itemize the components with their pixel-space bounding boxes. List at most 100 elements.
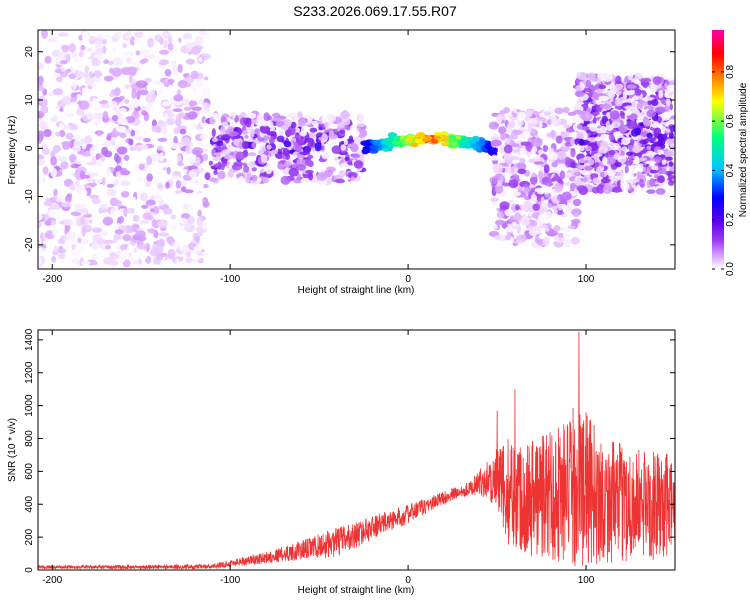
heatmap-cell [165,259,173,266]
heatmap-cell [363,142,372,147]
heatmap-cell [80,44,86,51]
heatmap-cell [82,214,93,218]
heatmap-cell [242,130,249,135]
heatmap-cell [59,129,66,138]
x-tick-label: -100 [220,274,240,285]
heatmap-cell [321,114,327,124]
heatmap-cell [540,196,545,205]
heatmap-cell [627,144,633,151]
heatmap-cell [75,71,86,78]
heatmap-cell [146,173,153,182]
heatmap-cell [68,124,79,131]
heatmap-cell [150,208,155,213]
heatmap-cell [595,88,604,94]
heatmap-cell [542,144,549,152]
heatmap-cell [108,61,114,66]
heatmap-cell [212,112,219,121]
heatmap-cell [84,46,90,51]
heatmap-cell [648,178,656,187]
heatmap-cell [57,156,68,163]
heatmap-cell [405,137,414,143]
heatmap-cell [59,122,64,130]
heatmap-cell [492,163,499,174]
heatmap-cell [81,33,90,41]
heatmap-cell [180,180,188,188]
heatmap-cell [498,126,507,135]
heatmap-cell [496,211,505,219]
heatmap-cell [214,152,222,156]
heatmap-cell [263,125,271,132]
heatmap-cell [653,127,662,135]
heatmap-cell [627,73,633,81]
heatmap-cell [636,184,641,194]
heatmap-cell [92,144,97,151]
heatmap-cell [182,98,190,107]
heatmap-cell [512,221,517,226]
y-tick-label: 0 [24,145,35,151]
heatmap-cell [524,186,532,193]
heatmap-cell [212,156,219,161]
heatmap-cell [134,136,144,140]
heatmap-cell [169,142,180,149]
y-tick-label: 1400 [24,328,35,351]
heatmap-cell [139,220,150,225]
heatmap-cell [103,257,114,264]
heatmap-cell [63,218,73,226]
heatmap-cell [38,51,44,57]
heatmap-cell [110,208,115,217]
heatmap-cell [354,130,360,137]
heatmap-cell [398,142,405,148]
heatmap-cell [211,148,216,157]
heatmap-cell [171,59,177,69]
heatmap-cell [649,169,658,174]
heatmap-cell [158,59,170,66]
heatmap-cell [308,172,314,181]
heatmap-cell [240,112,246,118]
heatmap-cell [138,163,145,171]
heatmap-cell [106,183,115,188]
heatmap-cell [141,204,149,209]
heatmap-cell [555,159,566,164]
heatmap-cell [131,87,137,95]
heatmap-cell [61,66,66,72]
spectrogram-x-label: Height of straight line (km) [298,285,415,296]
heatmap-cell [357,128,368,138]
heatmap-cell [490,136,501,141]
heatmap-cell [78,34,83,41]
heatmap-cell [554,107,564,115]
heatmap-cell [147,228,156,234]
heatmap-cell [84,65,90,73]
heatmap-cell [558,232,563,239]
heatmap-cell [136,243,148,250]
heatmap-cell [277,163,285,170]
heatmap-cell [361,148,372,154]
heatmap-cell [163,39,168,49]
heatmap-cell [102,111,109,119]
heatmap-cell [88,35,97,44]
heatmap-cell [478,139,486,145]
heatmap-cell [544,111,551,116]
heatmap-cell [586,137,597,142]
heatmap-cell [266,115,272,121]
heatmap-cell [643,119,652,127]
heatmap-cell [598,95,610,102]
heatmap-cell [587,72,596,81]
heatmap-cell [553,182,563,192]
heatmap-cell [38,257,42,267]
heatmap-cell [92,105,103,111]
heatmap-cell [516,118,524,127]
heatmap-cell [461,138,469,144]
heatmap-cell [639,139,649,145]
heatmap-cell [499,109,507,115]
heatmap-cell [512,143,520,148]
heatmap-cell [624,160,634,166]
heatmap-cell [559,170,566,180]
heatmap-cell [74,158,85,165]
heatmap-cell [666,84,675,92]
heatmap-cell [52,226,59,237]
heatmap-cell [167,78,175,84]
heatmap-cell [38,201,44,209]
heatmap-cell [461,142,470,148]
heatmap-cell [661,98,667,105]
heatmap-cell [523,200,533,209]
